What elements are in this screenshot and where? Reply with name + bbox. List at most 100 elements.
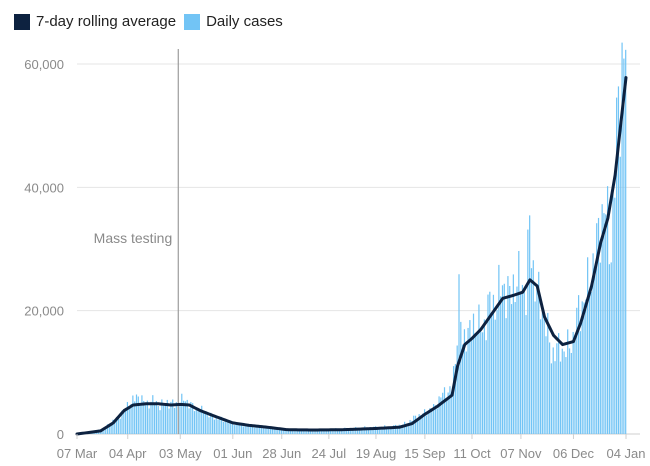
daily-cases-bar <box>186 399 188 434</box>
daily-cases-bar <box>257 426 259 434</box>
daily-cases-bar <box>501 285 504 434</box>
chart-legend: 7-day rolling average Daily cases <box>14 13 291 30</box>
daily-cases-bar <box>483 319 485 434</box>
daily-cases-bar <box>452 366 455 434</box>
daily-cases-bar <box>382 427 384 434</box>
daily-cases-bar <box>445 400 447 434</box>
daily-cases-bar <box>208 417 210 434</box>
daily-cases-bar <box>346 428 348 434</box>
daily-cases-bar <box>184 401 187 434</box>
x-tick-label: 04 Apr <box>109 446 147 461</box>
daily-cases-bar <box>170 401 172 434</box>
x-tick-label: 07 Nov <box>500 446 542 461</box>
daily-cases-bar <box>568 348 571 434</box>
daily-cases-bar <box>558 333 560 434</box>
daily-cases-bar <box>338 428 341 434</box>
daily-cases-bar <box>623 58 625 434</box>
daily-cases-bar <box>507 276 509 434</box>
daily-cases-bar <box>132 395 134 434</box>
daily-cases-bar <box>398 424 400 434</box>
daily-cases-bar <box>550 363 553 434</box>
daily-cases-bar <box>592 253 594 434</box>
daily-cases-bar <box>259 426 261 434</box>
daily-cases-bar <box>467 327 469 434</box>
daily-cases-bar <box>264 427 266 434</box>
daily-cases-bar <box>579 331 582 434</box>
daily-cases-bar <box>201 405 203 434</box>
daily-cases-bar <box>434 405 437 434</box>
daily-cases-bar <box>409 419 411 434</box>
daily-cases-bar <box>226 420 228 434</box>
annotation-label: Mass testing <box>94 230 173 246</box>
daily-cases-bar <box>413 415 415 434</box>
daily-cases-bar <box>489 291 491 434</box>
daily-cases-bar <box>260 425 263 434</box>
daily-cases-bar <box>596 223 598 434</box>
y-tick-label: 60,000 <box>24 57 64 72</box>
daily-cases-bar <box>250 424 252 434</box>
daily-cases-bar <box>567 329 569 434</box>
daily-cases-bar <box>443 387 446 434</box>
daily-cases-bar <box>442 392 444 434</box>
daily-cases-bar <box>532 260 534 434</box>
daily-cases-bar <box>427 412 429 434</box>
daily-cases-bar <box>505 318 507 434</box>
daily-cases-bar <box>458 274 460 434</box>
daily-cases-bar <box>585 299 587 434</box>
daily-cases-bar <box>135 394 138 434</box>
daily-cases-bar <box>496 310 498 434</box>
daily-cases-bar <box>376 428 379 434</box>
daily-cases-bar <box>139 405 141 434</box>
x-tick-label: 04 Jan <box>606 446 645 461</box>
daily-cases-bar <box>121 410 123 434</box>
daily-cases-bar <box>387 427 389 434</box>
daily-cases-bar <box>561 348 563 434</box>
daily-cases-bar <box>211 414 214 434</box>
daily-cases-bar <box>601 204 603 434</box>
daily-cases-bar <box>451 392 453 434</box>
daily-cases-bar <box>500 296 502 434</box>
daily-cases-bar <box>137 396 139 434</box>
daily-cases-bar <box>552 347 554 434</box>
daily-cases-bar <box>572 331 574 434</box>
daily-cases-bar <box>206 412 208 434</box>
daily-cases-bar <box>134 401 136 434</box>
daily-cases-bar <box>279 427 281 434</box>
daily-cases-bar <box>204 414 206 434</box>
daily-cases-bar <box>126 401 129 434</box>
daily-cases-bar <box>418 414 420 434</box>
daily-cases-bar <box>308 429 310 434</box>
daily-cases-bar <box>492 294 495 434</box>
x-tick-label: 24 Jul <box>311 446 346 461</box>
daily-cases-bar <box>512 274 514 434</box>
daily-cases-bar <box>237 424 239 434</box>
daily-cases-bar <box>309 429 312 434</box>
daily-cases-bar <box>110 424 112 434</box>
daily-cases-bar <box>371 428 373 434</box>
daily-cases-bar <box>228 423 230 434</box>
y-tick-label: 40,000 <box>24 180 64 195</box>
daily-cases-bar <box>266 427 268 434</box>
daily-cases-bar <box>478 304 480 434</box>
daily-cases-bar <box>411 420 413 434</box>
daily-cases-bar <box>610 262 612 434</box>
daily-cases-bar <box>353 427 355 434</box>
daily-cases-bar <box>159 410 161 434</box>
daily-cases-bar <box>514 302 516 434</box>
daily-cases-bar <box>222 421 225 434</box>
daily-cases-bar <box>262 428 264 434</box>
x-tick-label: 28 Jun <box>262 446 301 461</box>
daily-cases-bar <box>373 426 375 434</box>
daily-cases-bar <box>565 357 567 434</box>
daily-cases-bar <box>108 425 110 434</box>
daily-cases-bar <box>105 427 107 434</box>
daily-cases-bar <box>154 404 156 434</box>
x-tick-label: 06 Dec <box>553 446 595 461</box>
daily-cases-bar <box>273 429 275 434</box>
line-layer <box>75 76 628 436</box>
daily-cases-bar <box>583 302 585 434</box>
daily-cases-bar <box>380 427 382 434</box>
daily-cases-bar <box>172 399 174 434</box>
daily-cases-bar <box>599 262 601 434</box>
daily-cases-bar <box>173 407 176 434</box>
